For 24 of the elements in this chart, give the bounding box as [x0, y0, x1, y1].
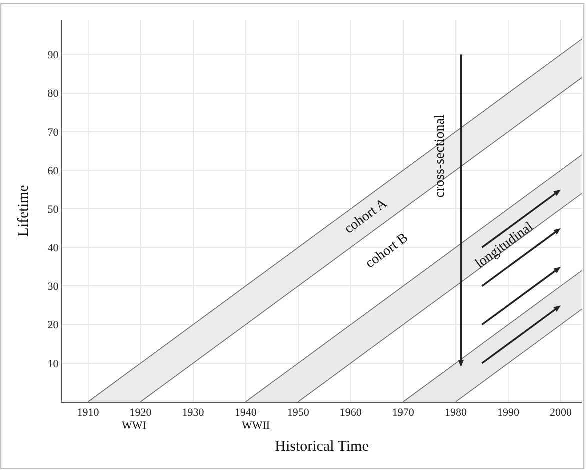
y-tick-label: 50 [48, 204, 60, 216]
y-tick-label: 70 [48, 126, 60, 139]
x-tick-label: 1920 [130, 407, 152, 420]
y-tick-label: 30 [48, 281, 60, 294]
text: WWII [242, 420, 270, 432]
text: WWI [122, 420, 147, 432]
x-tick-label: 1930 [182, 407, 205, 420]
x-tick-label: 1970 [392, 407, 415, 420]
y-tick-label: 90 [48, 50, 60, 62]
x-tick-label: 1910 [77, 407, 100, 420]
x-tick-label: 1990 [497, 407, 520, 420]
annotation: cross-sectional [432, 114, 448, 198]
x-axis-title: Historical Time [275, 439, 370, 456]
x-tick-label: 2000 [550, 407, 572, 420]
x-tick-label: 1950 [287, 407, 310, 420]
y-tick-label: 80 [48, 88, 60, 100]
y-tick-label: 60 [48, 165, 60, 178]
y-tick-label: 40 [48, 242, 60, 255]
y-tick-label: 10 [48, 358, 60, 370]
x-tick-label: 1980 [444, 407, 468, 420]
y-axis-title: Lifetime [16, 184, 32, 237]
x-tick-label: 1960 [340, 407, 362, 420]
x-tick-label: 1940 [234, 407, 258, 420]
y-tick-label: 20 [48, 320, 60, 332]
